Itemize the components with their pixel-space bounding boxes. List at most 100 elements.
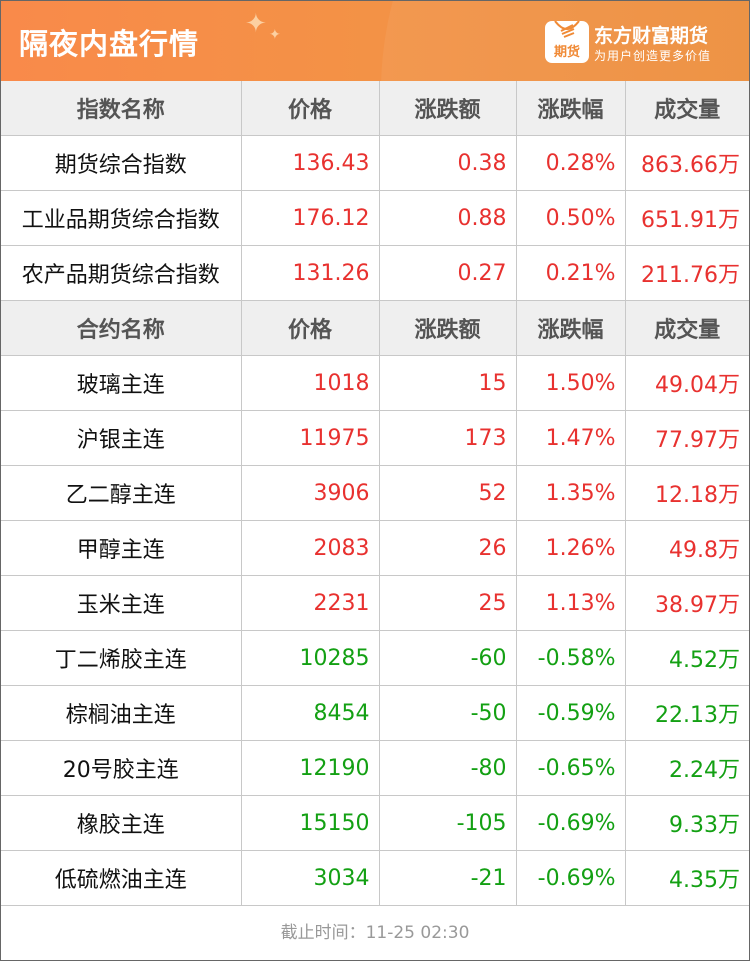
table-row[interactable]: 橡胶主连 15150 -105 -0.69% 9.33万 — [1, 795, 749, 851]
cell-volume: 651.91万 — [624, 190, 749, 246]
cell-change: 0.38 — [378, 135, 517, 191]
cell-name: 棕榈油主连 — [1, 685, 242, 741]
table-row[interactable]: 玉米主连 2231 25 1.13% 38.97万 — [1, 575, 749, 631]
brand-slogan: 为用户创造更多价值 — [594, 49, 712, 63]
cell-volume: 77.97万 — [624, 410, 749, 466]
column-header: 价格 — [240, 300, 380, 356]
cell-pct: -0.69% — [515, 850, 626, 906]
column-header: 合约名称 — [1, 300, 242, 356]
column-header: 价格 — [240, 81, 380, 136]
table-row[interactable]: 玻璃主连 1018 15 1.50% 49.04万 — [1, 355, 749, 411]
cell-name: 农产品期货综合指数 — [1, 245, 242, 301]
column-header: 涨跌幅 — [515, 81, 626, 136]
table-row[interactable]: 丁二烯胶主连 10285 -60 -0.58% 4.52万 — [1, 630, 749, 686]
cell-name: 橡胶主连 — [1, 795, 242, 851]
page-title: 隔夜内盘行情 — [19, 27, 200, 61]
cell-price: 136.43 — [240, 135, 380, 191]
contract_table-header-row: 合约名称 价格 涨跌额 涨跌幅 成交量 — [1, 300, 749, 356]
cell-volume: 9.33万 — [624, 795, 749, 851]
table-row[interactable]: 棕榈油主连 8454 -50 -0.59% 22.13万 — [1, 685, 749, 741]
cell-change: 52 — [378, 465, 517, 521]
table-row[interactable]: 沪银主连 11975 173 1.47% 77.97万 — [1, 410, 749, 466]
cell-change: -80 — [378, 740, 517, 796]
table-row[interactable]: 甲醇主连 2083 26 1.26% 49.8万 — [1, 520, 749, 576]
cell-change: 25 — [378, 575, 517, 631]
cell-volume: 38.97万 — [624, 575, 749, 631]
cell-volume: 4.35万 — [624, 850, 749, 906]
cell-name: 低硫燃油主连 — [1, 850, 242, 906]
column-header: 涨跌幅 — [515, 300, 626, 356]
cell-volume: 49.04万 — [624, 355, 749, 411]
column-header: 成交量 — [624, 300, 749, 356]
cell-name: 玉米主连 — [1, 575, 242, 631]
cell-pct: 0.28% — [515, 135, 626, 191]
cell-change: 26 — [378, 520, 517, 576]
cell-pct: 1.13% — [515, 575, 626, 631]
table-row[interactable]: 乙二醇主连 3906 52 1.35% 12.18万 — [1, 465, 749, 521]
cell-pct: 1.35% — [515, 465, 626, 521]
table-row[interactable]: 20号胶主连 12190 -80 -0.65% 2.24万 — [1, 740, 749, 796]
cell-change: -60 — [378, 630, 517, 686]
cell-pct: -0.65% — [515, 740, 626, 796]
cell-price: 3906 — [240, 465, 380, 521]
cell-name: 甲醇主连 — [1, 520, 242, 576]
cell-pct: 1.50% — [515, 355, 626, 411]
cell-name: 工业品期货综合指数 — [1, 190, 242, 246]
column-header: 涨跌额 — [378, 300, 517, 356]
cell-price: 15150 — [240, 795, 380, 851]
cell-name: 20号胶主连 — [1, 740, 242, 796]
cell-pct: 1.47% — [515, 410, 626, 466]
sparkle-icon: ✦ — [269, 27, 281, 43]
table-row[interactable]: 农产品期货综合指数 131.26 0.27 0.21% 211.76万 — [1, 245, 749, 301]
cell-change: 0.88 — [378, 190, 517, 246]
table-row[interactable]: 低硫燃油主连 3034 -21 -0.69% 4.35万 — [1, 850, 749, 906]
cutoff-time: 截止时间：11-25 02:30 — [280, 923, 470, 943]
cell-name: 沪银主连 — [1, 410, 242, 466]
cell-volume: 49.8万 — [624, 520, 749, 576]
cell-volume: 211.76万 — [624, 245, 749, 301]
table-row[interactable]: 期货综合指数 136.43 0.38 0.28% 863.66万 — [1, 135, 749, 191]
cell-volume: 12.18万 — [624, 465, 749, 521]
quote-table: 指数名称 价格 涨跌额 涨跌幅 成交量 期货综合指数 136.43 0.38 0.28% 863.… — [1, 81, 749, 906]
column-header: 成交量 — [624, 81, 749, 136]
cell-pct: 1.26% — [515, 520, 626, 576]
sparkle-icon: ✦ — [245, 9, 267, 39]
index_table-header-row: 指数名称 价格 涨跌额 涨跌幅 成交量 — [1, 81, 749, 136]
cell-name: 期货综合指数 — [1, 135, 242, 191]
feather-icon — [554, 20, 580, 38]
cell-volume: 863.66万 — [624, 135, 749, 191]
cell-pct: -0.69% — [515, 795, 626, 851]
cell-price: 176.12 — [240, 190, 380, 246]
cell-name: 玻璃主连 — [1, 355, 242, 411]
cell-price: 10285 — [240, 630, 380, 686]
cell-change: -21 — [378, 850, 517, 906]
cell-pct: 0.21% — [515, 245, 626, 301]
cell-name: 丁二烯胶主连 — [1, 630, 242, 686]
cell-volume: 22.13万 — [624, 685, 749, 741]
cell-pct: 0.50% — [515, 190, 626, 246]
table-row[interactable]: 工业品期货综合指数 176.12 0.88 0.50% 651.91万 — [1, 190, 749, 246]
cell-price: 2083 — [240, 520, 380, 576]
cell-change: -50 — [378, 685, 517, 741]
cell-price: 2231 — [240, 575, 380, 631]
cell-price: 3034 — [240, 850, 380, 906]
cell-price: 11975 — [240, 410, 380, 466]
cell-price: 12190 — [240, 740, 380, 796]
cell-price: 131.26 — [240, 245, 380, 301]
cell-volume: 2.24万 — [624, 740, 749, 796]
cell-pct: -0.59% — [515, 685, 626, 741]
column-header: 指数名称 — [1, 81, 242, 136]
cell-pct: -0.58% — [515, 630, 626, 686]
cell-change: 173 — [378, 410, 517, 466]
brand-name: 东方财富期货 — [594, 25, 709, 47]
cell-change: 0.27 — [378, 245, 517, 301]
cell-name: 乙二醇主连 — [1, 465, 242, 521]
cell-price: 1018 — [240, 355, 380, 411]
cell-price: 8454 — [240, 685, 380, 741]
brand-logo: 期货 — [545, 20, 589, 63]
header-banner: 隔夜内盘行情 ✦ ✦ 期货 东方财富期货 为用户创造更多价值 — [1, 1, 749, 81]
cell-change: 15 — [378, 355, 517, 411]
cell-volume: 4.52万 — [624, 630, 749, 686]
column-header: 涨跌额 — [378, 81, 517, 136]
